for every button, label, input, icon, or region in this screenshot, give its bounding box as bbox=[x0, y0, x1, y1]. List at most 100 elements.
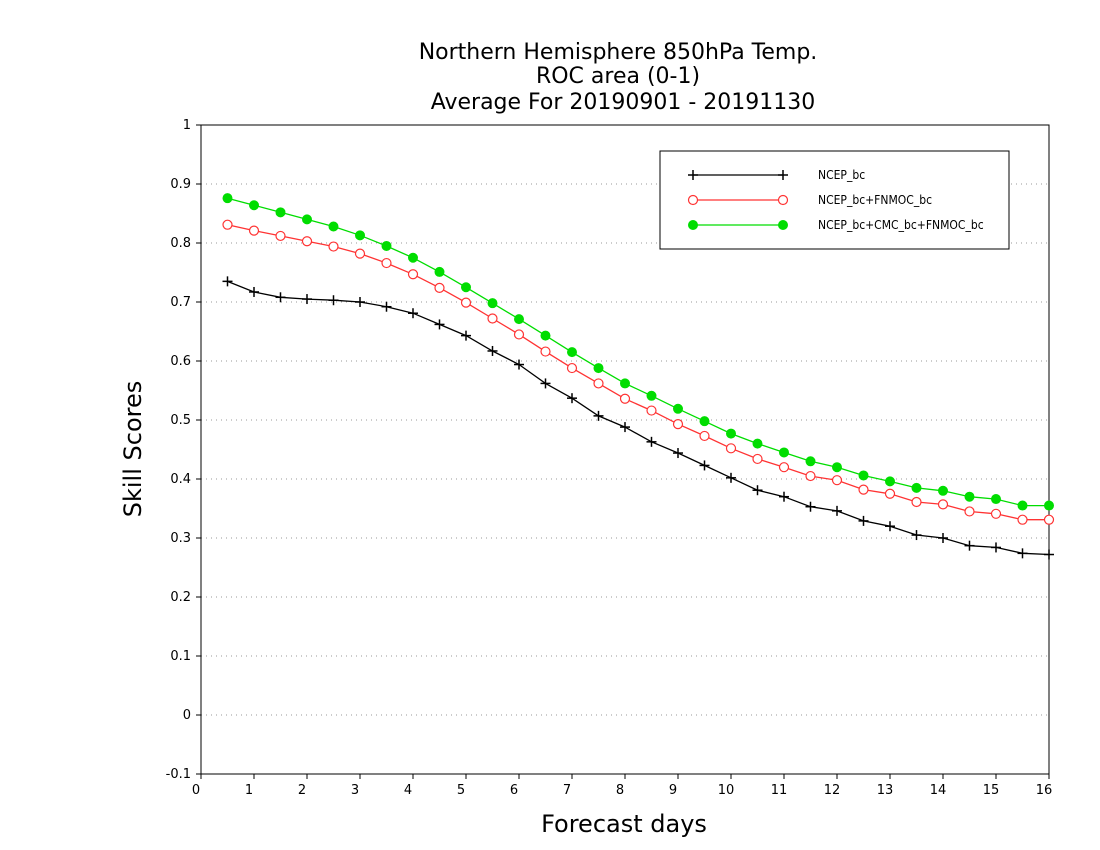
x-tick-label: 9 bbox=[669, 783, 677, 798]
data-point bbox=[620, 422, 630, 433]
x-tick-label: 10 bbox=[718, 783, 735, 798]
x-axis-label: Forecast days bbox=[541, 810, 707, 838]
data-point bbox=[355, 230, 365, 241]
x-tick-label: 15 bbox=[983, 783, 1000, 798]
x-tick-label: 1 bbox=[245, 783, 253, 798]
x-tick-label: 16 bbox=[1036, 783, 1053, 798]
series-2 bbox=[222, 219, 1055, 525]
data-point bbox=[487, 345, 498, 356]
data-point bbox=[673, 403, 683, 414]
legend-marker bbox=[687, 194, 699, 206]
data-point bbox=[885, 476, 895, 487]
x-tick-label: 6 bbox=[510, 783, 518, 798]
y-tick-label: 0.4 bbox=[170, 472, 191, 487]
data-point bbox=[990, 508, 1002, 519]
data-point bbox=[752, 453, 763, 465]
x-tick-label: 7 bbox=[563, 783, 571, 798]
data-point bbox=[328, 295, 339, 306]
data-point bbox=[620, 378, 630, 389]
x-tick-label: 12 bbox=[824, 783, 841, 798]
data-point bbox=[937, 499, 949, 510]
data-point bbox=[487, 298, 498, 309]
data-point bbox=[991, 494, 1001, 505]
x-tick-label: 4 bbox=[404, 783, 412, 798]
data-point bbox=[911, 482, 922, 493]
x-tick-label: 11 bbox=[771, 783, 788, 798]
data-point bbox=[328, 221, 339, 232]
data-point bbox=[858, 470, 869, 481]
x-tick-label: 2 bbox=[298, 783, 306, 798]
data-point bbox=[566, 362, 578, 374]
data-point bbox=[301, 236, 313, 247]
data-point bbox=[593, 363, 604, 374]
data-point bbox=[381, 240, 392, 251]
data-point bbox=[752, 485, 763, 496]
legend-marker bbox=[777, 194, 789, 206]
x-tick-label: 13 bbox=[877, 783, 894, 798]
y-tick-label: -0.1 bbox=[166, 767, 191, 782]
series-layer bbox=[222, 193, 1055, 560]
data-point bbox=[964, 506, 975, 517]
data-point bbox=[275, 230, 286, 242]
legend-marker bbox=[778, 220, 788, 230]
data-point bbox=[302, 294, 312, 305]
y-tick-label: 0 bbox=[183, 708, 191, 723]
y-axis-ticks: -0.1 0 0.1 0.2 0.3 0.4 0.5 0.6 0.7 0.8 0.9 1 bbox=[166, 118, 201, 782]
y-tick-label: 0.9 bbox=[170, 177, 191, 192]
data-point bbox=[302, 214, 312, 225]
legend: NCEP_bc NCEP_bc+FNMOC_bc NCEP_bc+CMC_bc+FN… bbox=[659, 150, 1010, 250]
data-point bbox=[726, 472, 736, 483]
data-point bbox=[275, 292, 286, 303]
data-point bbox=[911, 530, 922, 541]
title-line-3: Average For 20190901 - 20191130 bbox=[431, 90, 816, 115]
data-point bbox=[540, 378, 551, 389]
data-point bbox=[514, 359, 524, 370]
data-point bbox=[460, 297, 472, 308]
data-point bbox=[1017, 548, 1028, 559]
data-point bbox=[354, 248, 366, 259]
data-point bbox=[779, 491, 789, 502]
data-point bbox=[222, 193, 233, 204]
x-axis-ticks: 0 1 2 3 4 5 6 7 8 9 10 11 12 13 14 15 16 bbox=[192, 774, 1052, 798]
data-point bbox=[805, 470, 816, 482]
grid-lines bbox=[201, 183, 1049, 716]
data-point bbox=[646, 390, 657, 401]
series-3 bbox=[222, 193, 1054, 511]
data-point bbox=[831, 475, 843, 486]
data-point bbox=[249, 286, 259, 297]
data-point bbox=[593, 378, 604, 389]
plot-frame bbox=[200, 124, 1050, 775]
data-point bbox=[858, 515, 869, 526]
y-tick-label: 0.7 bbox=[170, 295, 191, 310]
x-tick-label: 0 bbox=[192, 783, 200, 798]
data-point bbox=[885, 521, 895, 532]
data-point bbox=[1044, 549, 1054, 560]
data-point bbox=[461, 330, 471, 341]
data-point bbox=[249, 200, 259, 211]
data-point bbox=[805, 456, 816, 467]
legend-item: NCEP_bc bbox=[688, 168, 865, 182]
data-point bbox=[408, 252, 418, 263]
data-point bbox=[778, 462, 790, 473]
data-point bbox=[964, 540, 975, 551]
legend-label: NCEP_bc bbox=[818, 168, 865, 182]
data-point bbox=[222, 219, 233, 230]
data-point bbox=[646, 405, 657, 416]
data-point bbox=[434, 319, 445, 330]
data-point bbox=[434, 266, 445, 277]
legend-marker bbox=[688, 220, 698, 230]
legend-marker bbox=[778, 170, 788, 180]
legend-label: NCEP_bc+CMC_bc+FNMOC_bc bbox=[818, 218, 984, 232]
legend-item: NCEP_bc+CMC_bc+FNMOC_bc bbox=[688, 218, 984, 232]
data-point bbox=[779, 447, 789, 458]
data-point bbox=[381, 257, 392, 269]
data-point bbox=[407, 269, 419, 280]
data-point bbox=[593, 410, 604, 421]
y-tick-label: 0.8 bbox=[170, 236, 191, 251]
data-point bbox=[699, 460, 710, 471]
x-tick-label: 8 bbox=[616, 783, 624, 798]
data-point bbox=[275, 207, 286, 218]
y-tick-label: 0.1 bbox=[170, 649, 191, 664]
data-point bbox=[699, 416, 710, 427]
